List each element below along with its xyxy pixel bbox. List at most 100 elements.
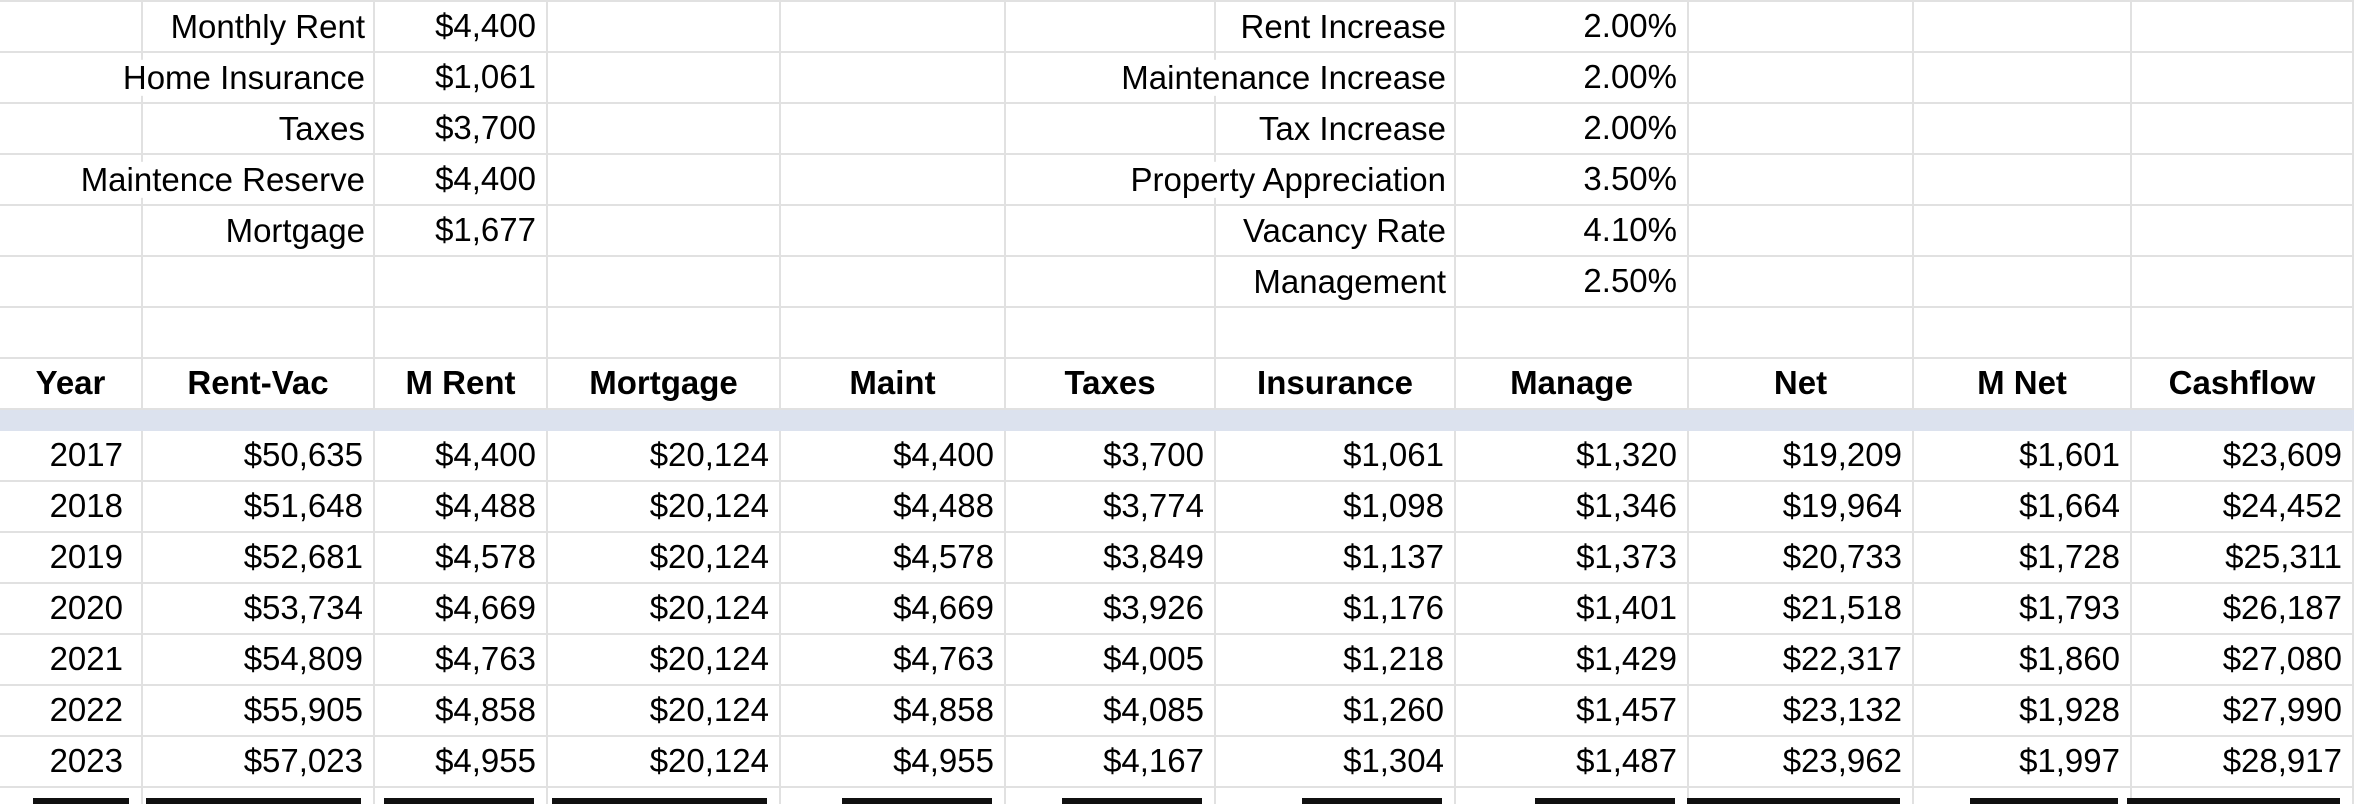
value-cell[interactable]: $1,320 bbox=[1456, 431, 1689, 480]
input-label-cell[interactable]: Taxes bbox=[143, 104, 375, 153]
rate-value-cell[interactable]: 2.00% bbox=[1456, 2, 1689, 51]
clipped-cell[interactable] bbox=[1006, 788, 1216, 804]
cell[interactable] bbox=[143, 308, 375, 357]
value-cell[interactable]: $23,132 bbox=[1689, 686, 1914, 735]
cell[interactable] bbox=[548, 104, 781, 153]
value-cell[interactable]: $20,124 bbox=[548, 482, 781, 531]
value-cell[interactable]: $1,218 bbox=[1216, 635, 1456, 684]
value-cell[interactable]: $20,733 bbox=[1689, 533, 1914, 582]
value-cell[interactable]: $4,578 bbox=[375, 533, 548, 582]
cell[interactable] bbox=[781, 206, 1006, 255]
cell[interactable] bbox=[1914, 104, 2132, 153]
cell[interactable] bbox=[1689, 257, 1914, 306]
cell[interactable] bbox=[1689, 155, 1914, 204]
year-cell[interactable]: 2018 bbox=[0, 482, 143, 531]
value-cell[interactable]: $1,997 bbox=[1914, 737, 2132, 786]
cell[interactable] bbox=[375, 308, 548, 357]
cell[interactable] bbox=[1914, 2, 2132, 51]
cell[interactable] bbox=[1006, 308, 1216, 357]
rate-label-cell[interactable]: Management bbox=[1216, 257, 1456, 306]
cell[interactable] bbox=[375, 257, 548, 306]
cell[interactable] bbox=[548, 155, 781, 204]
column-header[interactable]: Maint bbox=[781, 359, 1006, 408]
value-cell[interactable]: $50,635 bbox=[143, 431, 375, 480]
year-cell[interactable]: 2021 bbox=[0, 635, 143, 684]
value-cell[interactable]: $20,124 bbox=[548, 635, 781, 684]
input-value-cell[interactable]: $3,700 bbox=[375, 104, 548, 153]
cell[interactable] bbox=[2132, 257, 2354, 306]
value-cell[interactable]: $1,260 bbox=[1216, 686, 1456, 735]
cell[interactable] bbox=[1689, 206, 1914, 255]
clipped-cell[interactable] bbox=[2127, 788, 2354, 804]
column-header[interactable]: Insurance bbox=[1216, 359, 1456, 408]
input-label-cell[interactable]: Mortgage bbox=[143, 206, 375, 255]
input-label-cell[interactable]: Maintence Reserve bbox=[72, 155, 375, 204]
value-cell[interactable]: $4,488 bbox=[375, 482, 548, 531]
value-cell[interactable]: $4,858 bbox=[375, 686, 548, 735]
column-header[interactable]: Rent-Vac bbox=[143, 359, 375, 408]
value-cell[interactable]: $4,763 bbox=[375, 635, 548, 684]
cell[interactable] bbox=[0, 206, 143, 255]
value-cell[interactable]: $1,176 bbox=[1216, 584, 1456, 633]
value-cell[interactable]: $20,124 bbox=[548, 737, 781, 786]
column-header[interactable]: M Net bbox=[1914, 359, 2132, 408]
cell[interactable] bbox=[0, 308, 143, 357]
cell[interactable] bbox=[781, 104, 1006, 153]
clipped-cell[interactable] bbox=[1216, 788, 1456, 804]
clipped-cell[interactable] bbox=[0, 788, 143, 804]
value-cell[interactable]: $23,962 bbox=[1689, 737, 1914, 786]
column-header[interactable]: Mortgage bbox=[548, 359, 781, 408]
cell[interactable] bbox=[781, 308, 1006, 357]
year-cell[interactable]: 2017 bbox=[0, 431, 143, 480]
value-cell[interactable]: $26,187 bbox=[2132, 584, 2354, 633]
cell[interactable] bbox=[2132, 308, 2354, 357]
value-cell[interactable]: $1,373 bbox=[1456, 533, 1689, 582]
value-cell[interactable]: $24,452 bbox=[2132, 482, 2354, 531]
value-cell[interactable]: $28,917 bbox=[2132, 737, 2354, 786]
value-cell[interactable]: $51,648 bbox=[143, 482, 375, 531]
cell[interactable] bbox=[0, 257, 143, 306]
value-cell[interactable]: $3,700 bbox=[1006, 431, 1216, 480]
cell[interactable] bbox=[0, 104, 143, 153]
rate-label-cell[interactable]: Property Appreciation bbox=[1122, 155, 1456, 204]
cell[interactable] bbox=[1914, 308, 2132, 357]
year-cell[interactable]: 2023 bbox=[0, 737, 143, 786]
rate-value-cell[interactable]: 2.00% bbox=[1456, 104, 1689, 153]
cell[interactable] bbox=[2132, 2, 2354, 51]
value-cell[interactable]: $4,400 bbox=[781, 431, 1006, 480]
rate-value-cell[interactable]: 2.00% bbox=[1456, 53, 1689, 102]
cell[interactable] bbox=[548, 2, 781, 51]
cell[interactable] bbox=[1006, 2, 1216, 51]
column-header[interactable]: Manage bbox=[1456, 359, 1689, 408]
clipped-cell[interactable] bbox=[1687, 788, 1914, 804]
value-cell[interactable]: $52,681 bbox=[143, 533, 375, 582]
value-cell[interactable]: $19,964 bbox=[1689, 482, 1914, 531]
value-cell[interactable]: $4,669 bbox=[375, 584, 548, 633]
value-cell[interactable]: $4,858 bbox=[781, 686, 1006, 735]
cell[interactable] bbox=[548, 206, 781, 255]
year-cell[interactable]: 2022 bbox=[0, 686, 143, 735]
cell[interactable] bbox=[1914, 257, 2132, 306]
value-cell[interactable]: $1,061 bbox=[1216, 431, 1456, 480]
cell[interactable] bbox=[1006, 104, 1216, 153]
rate-label-cell[interactable]: Maintenance Increase bbox=[1113, 53, 1456, 102]
cell[interactable] bbox=[0, 2, 143, 51]
value-cell[interactable]: $1,928 bbox=[1914, 686, 2132, 735]
clipped-cell[interactable] bbox=[1914, 788, 2132, 804]
column-header[interactable]: Net bbox=[1689, 359, 1914, 408]
cell[interactable] bbox=[1914, 206, 2132, 255]
rate-value-cell[interactable]: 2.50% bbox=[1456, 257, 1689, 306]
value-cell[interactable]: $1,429 bbox=[1456, 635, 1689, 684]
cell[interactable] bbox=[2132, 155, 2354, 204]
cell[interactable] bbox=[2132, 206, 2354, 255]
rate-label-cell[interactable]: Rent Increase bbox=[1216, 2, 1456, 51]
rate-value-cell[interactable]: 4.10% bbox=[1456, 206, 1689, 255]
year-cell[interactable]: 2019 bbox=[0, 533, 143, 582]
value-cell[interactable]: $1,601 bbox=[1914, 431, 2132, 480]
column-header[interactable]: M Rent bbox=[375, 359, 548, 408]
cell[interactable] bbox=[1914, 53, 2132, 102]
cell[interactable] bbox=[548, 53, 781, 102]
value-cell[interactable]: $4,669 bbox=[781, 584, 1006, 633]
cell[interactable] bbox=[2132, 53, 2354, 102]
input-value-cell[interactable]: $1,061 bbox=[375, 53, 548, 102]
